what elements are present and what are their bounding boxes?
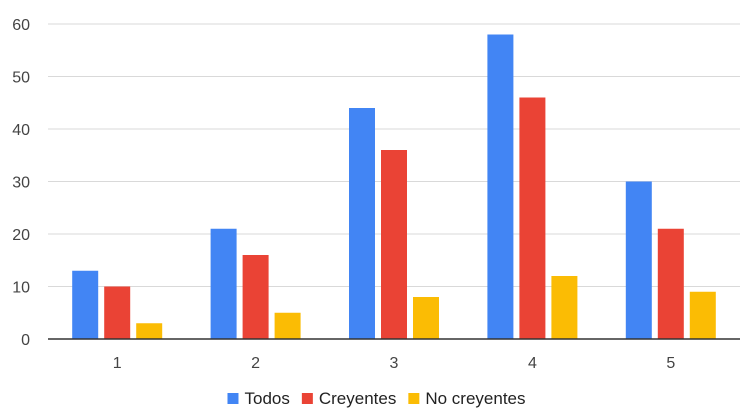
legend-swatch (227, 393, 239, 404)
legend-swatch (408, 393, 420, 404)
x-axis-tick-labels: 1 2 3 4 5 (113, 355, 676, 372)
bar-creyentes-2 (242, 255, 269, 339)
y-axis-tick-labels: 0 10 20 30 40 50 60 (12, 17, 30, 349)
legend-label: Creyentes (319, 389, 396, 408)
bar-creyentes-5 (657, 228, 684, 339)
bar-creyentes-3 (381, 150, 407, 339)
y-tick-label: 30 (12, 175, 30, 192)
bar-no-creyentes-3 (413, 297, 439, 339)
legend: Todos Creyentes No creyentes (227, 389, 526, 408)
bar-no-creyentes-4 (551, 276, 578, 339)
x-tick-label: 3 (390, 355, 399, 372)
legend-label: Todos (244, 389, 289, 408)
x-tick-label: 5 (666, 355, 675, 372)
y-tick-label: 50 (12, 70, 30, 87)
bar-no-creyentes-1 (136, 323, 163, 339)
legend-item-no-creyentes: No creyentes (408, 389, 526, 408)
x-tick-label: 1 (113, 355, 122, 372)
y-tick-label: 10 (12, 280, 30, 297)
legend-swatch (301, 393, 313, 404)
bar-no-creyentes-2 (274, 312, 301, 339)
y-tick-label: 20 (12, 227, 30, 244)
legend-item-todos: Todos (227, 389, 290, 408)
bar-todos-4 (487, 34, 514, 339)
bar-todos-1 (72, 270, 99, 339)
bars (72, 34, 716, 339)
legend-item-creyentes: Creyentes (301, 389, 396, 408)
bar-todos-2 (210, 228, 237, 339)
legend-label: No creyentes (425, 389, 525, 408)
bar-creyentes-4 (519, 97, 546, 339)
x-tick-label: 2 (251, 355, 260, 372)
y-tick-label: 40 (12, 122, 30, 139)
x-tick-label: 4 (528, 355, 537, 372)
bar-todos-5 (625, 181, 652, 339)
y-tick-label: 0 (21, 332, 30, 349)
bar-todos-3 (349, 108, 375, 339)
y-tick-label: 60 (12, 17, 30, 34)
bar-no-creyentes-5 (689, 291, 716, 339)
bar-creyentes-1 (104, 286, 131, 339)
